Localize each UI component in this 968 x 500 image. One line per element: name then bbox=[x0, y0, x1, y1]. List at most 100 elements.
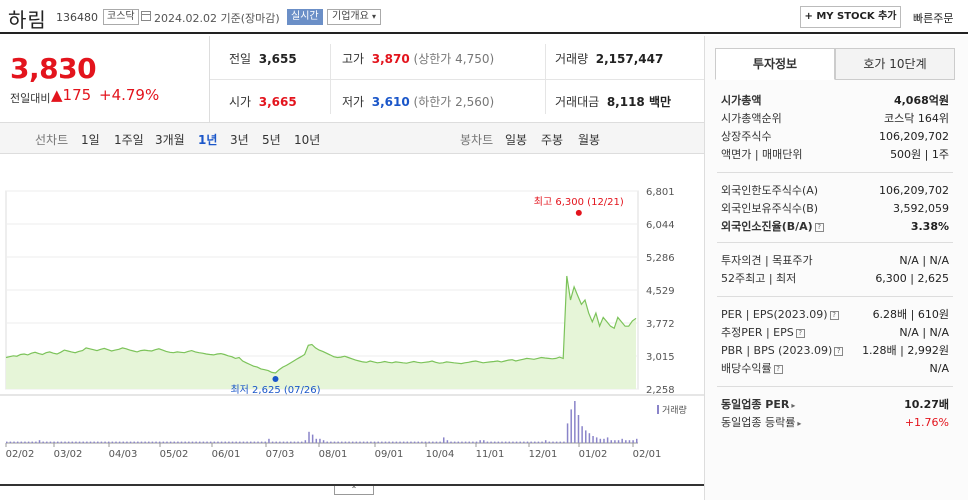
prev-close: 전일 3,655 bbox=[229, 52, 297, 66]
x-tick-label: 11/01 bbox=[476, 449, 505, 460]
volume-bar bbox=[64, 441, 66, 443]
volume-bar bbox=[118, 441, 121, 443]
tab-1d[interactable]: 1일 bbox=[81, 133, 100, 147]
invest-row: 외국인보유주식수(B) 3,592,059 bbox=[721, 200, 949, 218]
calendar-icon bbox=[141, 11, 151, 21]
volume-bar bbox=[599, 438, 602, 443]
volume-bar bbox=[297, 441, 299, 443]
volume-bar bbox=[177, 441, 179, 443]
invest-row-value: 10.27배 bbox=[904, 398, 949, 411]
volume-bar bbox=[315, 438, 318, 443]
change-amount: ▲175 bbox=[51, 86, 92, 104]
volume: 거래량 2,157,447 bbox=[555, 52, 664, 66]
collapse-chevron-icon[interactable]: ⌃ bbox=[334, 486, 374, 495]
stock-header: 하림 136480 코스닥 2024.02.02 기준(장마감) 실시간 기업개… bbox=[0, 0, 968, 34]
realtime-button[interactable]: 실시간 bbox=[287, 9, 323, 25]
tab-1w[interactable]: 1주일 bbox=[114, 133, 144, 147]
volume-bar bbox=[595, 437, 598, 443]
invest-row: 시가총액 4,068억원 bbox=[721, 92, 949, 110]
volume-bar bbox=[341, 441, 343, 443]
volume-bar bbox=[337, 441, 339, 443]
volume-bar bbox=[253, 441, 256, 443]
tab-1y[interactable]: 1년 bbox=[198, 133, 218, 147]
volume-bar bbox=[224, 441, 226, 443]
volume-bar bbox=[93, 441, 95, 443]
tab-quote-10[interactable]: 호가 10단계 bbox=[835, 48, 955, 80]
tab-monthly[interactable]: 월봉 bbox=[578, 133, 601, 147]
volume-bar bbox=[246, 441, 248, 443]
invest-row: PBR | BPS (2023.09)? 1.28배 | 2,992원 bbox=[721, 342, 949, 360]
volume-bar bbox=[115, 441, 117, 443]
invest-row-value: 1.28배 | 2,992원 bbox=[862, 344, 949, 357]
volume-bar bbox=[428, 441, 430, 443]
help-icon[interactable]: ? bbox=[834, 346, 844, 356]
arrow-right-icon[interactable]: ▸ bbox=[791, 401, 796, 410]
volume-bar bbox=[501, 441, 503, 443]
tab-5y[interactable]: 5년 bbox=[262, 133, 281, 147]
company-overview-button[interactable]: 기업개요 ▾ bbox=[327, 9, 382, 25]
help-icon[interactable]: ? bbox=[829, 310, 839, 320]
price-area bbox=[6, 276, 636, 389]
volume-bar bbox=[566, 423, 569, 443]
volume-bar bbox=[370, 441, 372, 443]
volume-bar bbox=[162, 441, 165, 443]
day-low: 저가 3,610 (하한가 2,560) bbox=[342, 95, 495, 109]
volume-bar bbox=[107, 441, 110, 443]
volume-bar bbox=[20, 441, 23, 443]
volume-bar bbox=[126, 441, 128, 443]
volume-bar bbox=[111, 441, 114, 443]
tab-weekly[interactable]: 주봉 bbox=[541, 133, 564, 147]
tab-invest-info[interactable]: 투자정보 bbox=[715, 48, 835, 80]
price-line bbox=[5, 275, 637, 374]
volume-legend-icon bbox=[657, 405, 659, 414]
volume-bar bbox=[574, 401, 576, 443]
quick-order-button[interactable]: 빠른주문 bbox=[913, 12, 954, 25]
volume-bar bbox=[490, 441, 492, 443]
volume-bar bbox=[209, 441, 212, 443]
line-chart-label: 선차트 bbox=[35, 133, 69, 147]
invest-row-label: 배당수익률 bbox=[721, 362, 772, 375]
volume-bar bbox=[24, 441, 26, 443]
help-icon[interactable]: ? bbox=[795, 328, 805, 338]
tab-3m[interactable]: 3개월 bbox=[155, 133, 185, 147]
market-badge: 코스닥 bbox=[103, 9, 139, 25]
volume-bar bbox=[610, 440, 613, 443]
volume-bar bbox=[137, 441, 139, 443]
current-price: 3,830 bbox=[10, 52, 97, 85]
my-stock-add-button[interactable]: + MY STOCK 추가 bbox=[800, 6, 901, 28]
volume-bar bbox=[373, 441, 376, 443]
y-tick-label: 3,015 bbox=[646, 352, 675, 363]
invest-row-value: 500원 | 1주 bbox=[890, 148, 949, 161]
arrow-right-icon[interactable]: ▸ bbox=[797, 419, 802, 428]
volume-bar bbox=[268, 438, 270, 443]
volume-bar bbox=[140, 441, 143, 443]
volume-bar bbox=[239, 441, 241, 443]
volume-bar bbox=[155, 441, 157, 443]
open-price: 시가 3,665 bbox=[229, 95, 297, 109]
help-icon[interactable]: ? bbox=[773, 364, 783, 374]
x-tick-label: 09/01 bbox=[375, 449, 404, 460]
volume-bar bbox=[217, 441, 219, 443]
volume-bar bbox=[6, 441, 8, 443]
help-icon[interactable]: ? bbox=[814, 222, 824, 232]
volume-bar bbox=[100, 441, 103, 443]
invest-row-label: 외국인소진율(B/A) bbox=[721, 220, 813, 233]
volume-bar bbox=[78, 441, 81, 443]
tab-3y[interactable]: 3년 bbox=[230, 133, 249, 147]
volume-bar bbox=[439, 441, 441, 443]
tab-10y[interactable]: 10년 bbox=[294, 133, 321, 147]
volume-bar bbox=[581, 426, 583, 443]
volume-bar bbox=[31, 441, 33, 443]
volume-bar bbox=[144, 441, 146, 443]
tab-daily[interactable]: 일봉 bbox=[505, 133, 528, 147]
x-tick-label: 02/02 bbox=[6, 449, 35, 460]
volume-bar bbox=[621, 438, 623, 443]
x-tick-label: 02/01 bbox=[633, 449, 662, 460]
chart-period-tabs: 선차트 1일 1주일 3개월 1년 3년 5년 10년 봉차트 일봉 주봉 월봉 bbox=[0, 122, 704, 154]
invest-row: 외국인한도주식수(A) 106,209,702 bbox=[721, 182, 949, 200]
invest-row-label: 동일업종 등락률 bbox=[721, 416, 796, 429]
volume-bar bbox=[35, 441, 37, 443]
volume-bar bbox=[519, 441, 521, 443]
volume-bar bbox=[290, 441, 292, 443]
volume-bar bbox=[56, 441, 59, 443]
